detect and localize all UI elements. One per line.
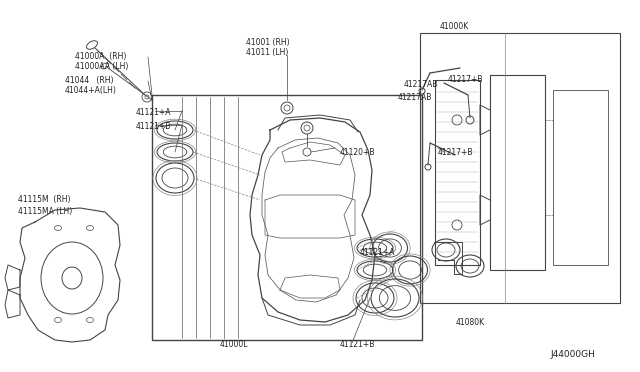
- Text: 41000L: 41000L: [220, 340, 248, 349]
- Text: 41044   (RH): 41044 (RH): [65, 76, 113, 85]
- Text: 41115MA (LH): 41115MA (LH): [18, 207, 72, 216]
- Text: 41000K: 41000K: [440, 22, 469, 31]
- Text: 41000AA (LH): 41000AA (LH): [75, 62, 129, 71]
- Text: 41001 (RH): 41001 (RH): [246, 38, 290, 47]
- Bar: [420, 33, 620, 303]
- Text: 41121+B: 41121+B: [340, 340, 376, 349]
- Text: 41000A  (RH): 41000A (RH): [75, 52, 126, 61]
- Text: 41011 (LH): 41011 (LH): [246, 48, 289, 57]
- Text: 41121+A: 41121+A: [136, 108, 172, 117]
- Text: 41115M  (RH): 41115M (RH): [18, 195, 70, 204]
- Text: 41217+B: 41217+B: [438, 148, 474, 157]
- Text: 41120+B: 41120+B: [340, 148, 376, 157]
- Bar: [490, 75, 545, 270]
- Text: 41217AB: 41217AB: [398, 93, 433, 102]
- Text: 41121+B: 41121+B: [136, 122, 172, 131]
- Text: 41080K: 41080K: [456, 318, 485, 327]
- Text: 41121+A: 41121+A: [360, 248, 396, 257]
- Text: 41044+A(LH): 41044+A(LH): [65, 86, 117, 95]
- Bar: [435, 80, 480, 265]
- Bar: [553, 90, 608, 265]
- Text: 41217AB: 41217AB: [404, 80, 438, 89]
- Bar: [152, 95, 422, 340]
- Text: J44000GH: J44000GH: [550, 350, 595, 359]
- Text: 41217+B: 41217+B: [448, 75, 483, 84]
